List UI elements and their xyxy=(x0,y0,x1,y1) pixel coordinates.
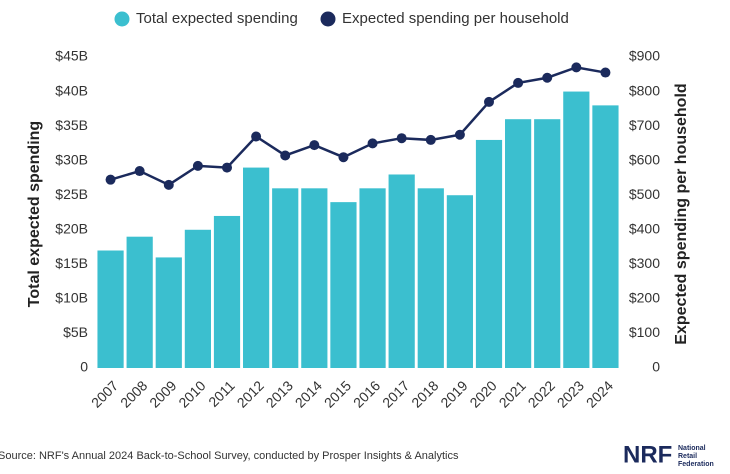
line-point xyxy=(251,131,262,142)
x-tick-label: 2014 xyxy=(292,377,325,410)
y-axis-title: Total expected spending xyxy=(26,121,43,307)
y-tick-label: $25B xyxy=(55,186,88,202)
bar xyxy=(388,174,415,368)
bar xyxy=(563,91,590,369)
bar xyxy=(359,188,386,368)
x-tick-label: 2012 xyxy=(234,377,267,410)
line-point xyxy=(222,162,232,173)
bar xyxy=(272,188,299,368)
logo-text: Federation xyxy=(678,461,714,468)
y-tick-label: 0 xyxy=(80,359,88,375)
x-tick-label: 2015 xyxy=(321,377,354,410)
x-tick-label: 2021 xyxy=(496,377,529,410)
y2-tick-label: $400 xyxy=(629,220,660,236)
bar xyxy=(592,105,619,368)
y2-axis-title: Expected spending per household xyxy=(673,83,690,344)
y2-tick-label: $300 xyxy=(629,255,660,271)
legend-swatch xyxy=(114,11,130,27)
logo-text: Retail xyxy=(678,453,697,460)
y2-tick-label: $800 xyxy=(629,82,660,98)
bar xyxy=(475,139,503,368)
x-tick-label: 2019 xyxy=(437,377,470,410)
bar xyxy=(330,202,357,368)
x-tick-label: 2024 xyxy=(583,377,616,410)
line-point xyxy=(309,140,320,151)
y2-tick-label: $900 xyxy=(629,48,660,64)
bar xyxy=(126,236,153,368)
line-point xyxy=(513,77,524,88)
bar xyxy=(446,195,473,368)
line-point xyxy=(134,166,145,177)
line-point xyxy=(105,174,116,185)
line-point xyxy=(484,96,494,107)
legend-label: Expected spending per household xyxy=(342,10,569,27)
bar xyxy=(213,215,241,368)
y-tick-label: $20B xyxy=(55,220,88,236)
x-tick-label: 2010 xyxy=(175,377,208,410)
x-tick-label: 2020 xyxy=(466,377,499,410)
y2-tick-label: $600 xyxy=(629,151,660,167)
line-point xyxy=(571,62,582,73)
x-tick-label: 2016 xyxy=(350,377,383,410)
source: Source: NRF's Annual 2024 Back-to-School… xyxy=(0,450,459,462)
y2-tick-label: $200 xyxy=(629,290,660,306)
line-point xyxy=(454,129,465,140)
y-tick-label: $35B xyxy=(55,117,88,133)
line-point xyxy=(192,160,203,171)
line-point xyxy=(600,67,611,78)
x-tick-label: 2018 xyxy=(408,377,441,410)
line-point xyxy=(367,138,378,149)
x-tick-label: 2009 xyxy=(146,377,179,410)
y-tick-label: $10B xyxy=(55,290,88,306)
y-tick-label: $30B xyxy=(55,151,88,167)
logo-text: National xyxy=(678,445,706,452)
y-tick-label: $45B xyxy=(55,48,88,64)
x-tick-label: 2023 xyxy=(554,377,587,410)
y-tick-label: $15B xyxy=(55,255,88,271)
y-tick-label: $40B xyxy=(55,82,88,98)
line-point xyxy=(542,72,553,83)
y2-tick-label: 0 xyxy=(652,359,660,375)
logo: NRF xyxy=(623,441,672,468)
x-tick-label: 2017 xyxy=(379,377,412,410)
line-point xyxy=(425,134,436,145)
bar xyxy=(534,119,561,368)
legend-label: Total expected spending xyxy=(136,10,298,27)
x-tick-label: 2007 xyxy=(88,377,121,410)
y2-tick-label: $100 xyxy=(629,324,660,340)
line-point xyxy=(280,150,291,161)
line-point xyxy=(338,152,349,163)
x-tick-label: 2008 xyxy=(117,377,150,410)
legend-swatch xyxy=(320,11,336,27)
x-tick-label: 2011 xyxy=(205,377,238,410)
x-tick-label: 2013 xyxy=(263,377,296,410)
y2-tick-label: $500 xyxy=(629,186,660,202)
bar xyxy=(184,229,211,368)
x-tick-label: 2022 xyxy=(525,377,558,410)
y-tick-label: $5B xyxy=(63,324,88,340)
line-point xyxy=(163,179,174,190)
bar xyxy=(505,119,532,368)
bar xyxy=(417,188,444,368)
bar xyxy=(301,188,328,368)
line-point xyxy=(396,133,407,144)
bar xyxy=(243,167,270,368)
bar xyxy=(155,257,182,368)
bar xyxy=(97,250,124,368)
y2-tick-label: $700 xyxy=(629,117,660,133)
